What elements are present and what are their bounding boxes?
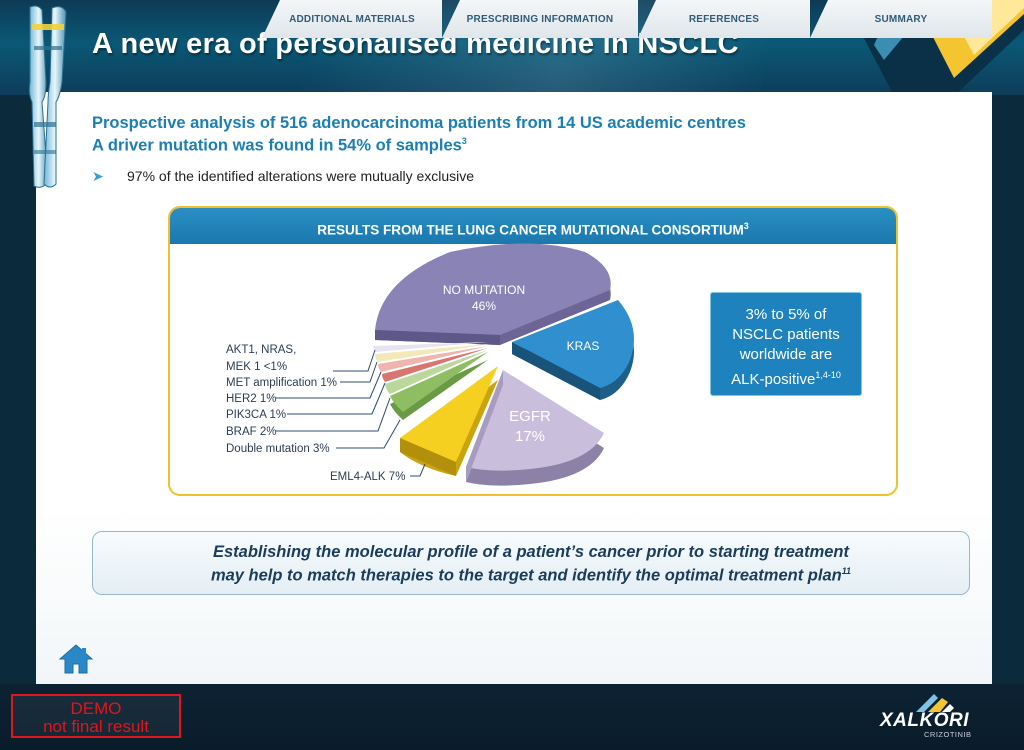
alk-callout: 3% to 5% of NSCLC patients worldwide are… (710, 292, 862, 396)
home-icon[interactable] (58, 643, 94, 675)
reference-superscript: 3 (461, 136, 467, 146)
callout-line-3: worldwide are (739, 346, 833, 363)
chart-heading-ref: 3 (743, 221, 749, 231)
callout-line-2: NSCLC patients (732, 326, 840, 343)
conclusion-ref: 11 (841, 566, 852, 576)
conclusion-box: Establishing the molecular profile of a … (92, 531, 970, 595)
bullet-text: 97% of the identified alterations were m… (127, 168, 475, 184)
intro-line-2-text: A driver mutation was found in 54% of sa… (92, 136, 462, 155)
demo-watermark: DEMO not final result (11, 694, 181, 738)
brand-mark-icon (916, 694, 954, 712)
bullet-arrow-icon: ➤ (92, 168, 104, 184)
tab-references[interactable]: REFERENCES (638, 0, 810, 38)
chart-heading-text: RESULTS FROM THE LUNG CANCER MUTATIONAL … (317, 222, 744, 238)
intro-line-2: A driver mutation was found in 54% of sa… (92, 136, 467, 156)
callout-line-1: 3% to 5% of (745, 306, 827, 323)
intro-line-1: Prospective analysis of 516 adenocarcino… (92, 114, 746, 132)
conclusion-line-2-text: may help to match therapies to the targe… (210, 566, 842, 585)
demo-line-2: not final result (43, 717, 149, 736)
chromosome-icon (28, 5, 67, 188)
chart-heading: RESULTS FROM THE LUNG CANCER MUTATIONAL … (170, 208, 896, 244)
conclusion-line-1: Establishing the molecular profile of a … (213, 543, 849, 561)
brand-name: XALKORI (880, 710, 969, 731)
callout-line-4: ALK-positive1,4-10 (711, 365, 861, 390)
callout-line-4-text: ALK-positive (731, 371, 816, 388)
demo-line-1: DEMO (70, 699, 122, 718)
tab-additional-materials[interactable]: ADDITIONAL MATERIALS (262, 0, 442, 38)
callout-ref: 1,4-10 (815, 370, 841, 380)
conclusion-line-2: may help to match therapies to the targe… (93, 566, 969, 586)
tab-summary[interactable]: SUMMARY (810, 0, 992, 38)
brand-subtitle: CRIZOTINIB (924, 730, 972, 739)
tab-prescribing-information[interactable]: PRESCRIBING INFORMATION (442, 0, 638, 38)
